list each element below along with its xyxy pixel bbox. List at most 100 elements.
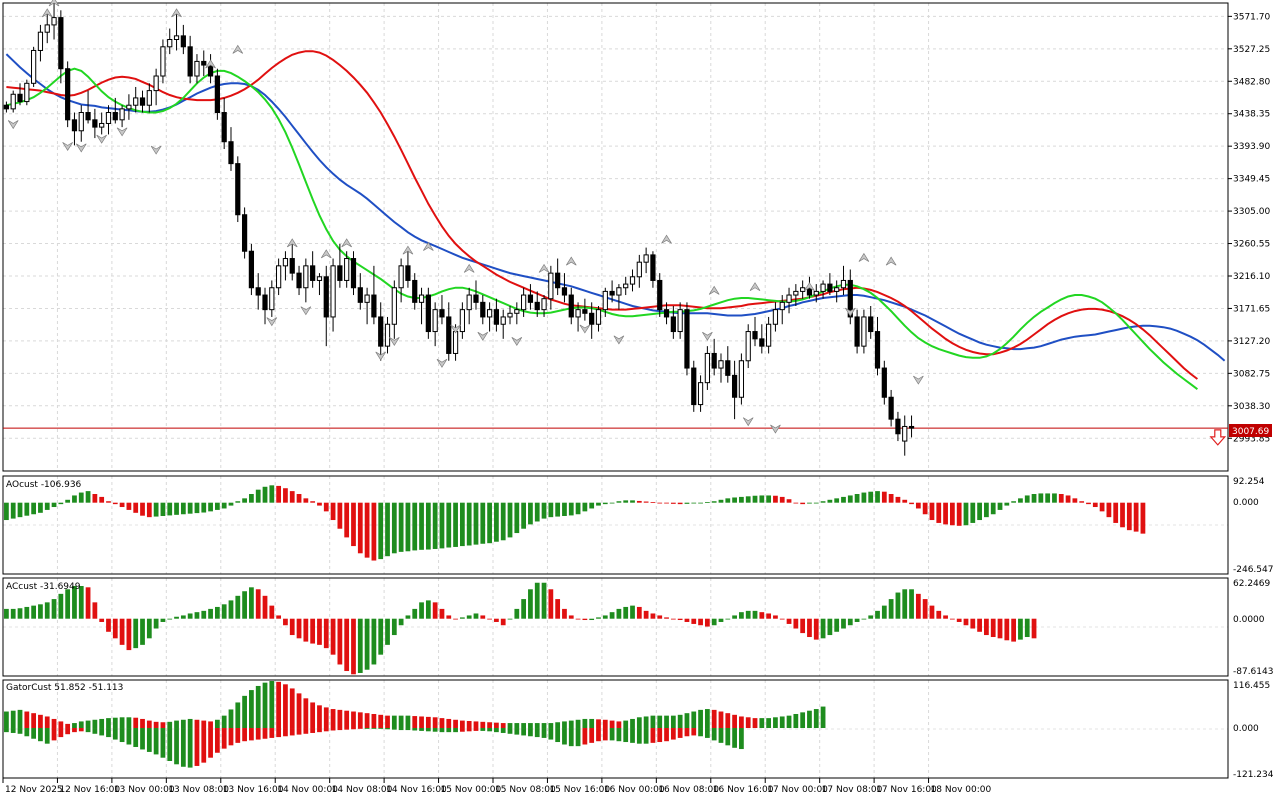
histogram-bar (289, 491, 295, 503)
gator-lower-bar (65, 728, 71, 735)
gator-upper-bar (459, 720, 465, 729)
gator-upper-bar (582, 718, 588, 729)
ac-panel[interactable] (4, 582, 1037, 675)
candle (595, 305, 602, 332)
x-tick-label: 16 Nov 00:00 (604, 785, 665, 795)
histogram-bar (221, 604, 227, 619)
histogram-bar (126, 502, 132, 510)
histogram-bar (174, 502, 179, 515)
candle (629, 269, 636, 292)
histogram-bar (242, 498, 247, 503)
gator-upper-bar (201, 720, 207, 729)
candle (398, 258, 404, 303)
candle (296, 265, 302, 296)
fractal-up-mark (885, 256, 897, 266)
histogram-bar (1011, 501, 1017, 503)
candle (439, 295, 445, 325)
histogram-bar (739, 612, 744, 619)
histogram-bar (296, 618, 302, 639)
candle (330, 258, 336, 332)
fractal-up-mark (402, 245, 414, 255)
candle (575, 302, 581, 332)
y-tick-label: 3260.55 (1233, 240, 1270, 250)
histogram-bar (650, 502, 656, 503)
ma-green-line (6, 67, 1198, 390)
gator-upper-bar (664, 715, 669, 729)
gator-lower-bar (480, 728, 486, 731)
histogram-bar (943, 615, 948, 619)
candle (534, 291, 540, 317)
histogram-bar (1126, 502, 1132, 531)
gator-lower-bar (473, 728, 479, 731)
histogram-bar (861, 492, 867, 503)
histogram-bar (922, 502, 928, 515)
candle (303, 258, 309, 303)
histogram-bar (405, 615, 411, 619)
gator-upper-bar (732, 714, 737, 729)
histogram-bar (902, 589, 908, 619)
histogram-bar (582, 618, 588, 621)
histogram-bar (51, 599, 57, 619)
gator-lower-bar (494, 728, 499, 733)
gator-lower-bar (208, 728, 213, 758)
histogram-bar (303, 618, 309, 642)
gator-lower-bar (10, 728, 16, 733)
gator-lower-bar (72, 728, 77, 733)
gator-upper-bar (133, 717, 139, 729)
candle (697, 375, 704, 412)
gator-lower-bar (92, 728, 98, 734)
histogram-bar (214, 502, 220, 510)
histogram-bar (38, 502, 43, 513)
histogram-bar (453, 618, 458, 620)
histogram-bar (1018, 498, 1023, 503)
candle (221, 97, 227, 150)
histogram-bar (915, 593, 921, 619)
histogram-bar (494, 618, 499, 622)
candle (493, 298, 500, 332)
histogram-bar (425, 502, 431, 550)
price-panel[interactable] (3, 0, 1228, 456)
gator-upper-bar (575, 719, 581, 729)
candle (3, 101, 10, 113)
histogram-bar (249, 587, 254, 619)
histogram-bar (875, 491, 880, 503)
candle (555, 258, 561, 296)
gator-lower-bar (521, 728, 527, 736)
gator-upper-bar (255, 685, 261, 729)
gator-lower-bar (160, 728, 166, 758)
histogram-bar (589, 618, 595, 621)
fractal-down-mark (702, 331, 713, 341)
gator-upper-bar (180, 719, 186, 729)
gator-upper-bar (228, 709, 234, 729)
histogram-bar (351, 618, 356, 675)
histogram-bar (58, 593, 64, 619)
fractal-up-mark (749, 282, 761, 292)
histogram-bar (1045, 493, 1051, 503)
candle (119, 105, 125, 128)
gator-lower-bar (269, 728, 275, 738)
gator-upper-bar (807, 710, 812, 729)
histogram-bar (65, 589, 71, 619)
histogram-bar (17, 502, 23, 518)
gator-panel[interactable] (4, 681, 826, 768)
histogram-bar (609, 502, 615, 504)
histogram-bar (214, 606, 220, 619)
histogram-bar (371, 618, 377, 665)
histogram-bar (303, 498, 309, 503)
histogram-bar (92, 494, 98, 503)
y-tick-label: 3305.00 (1233, 207, 1270, 217)
gator-upper-bar (4, 711, 9, 729)
panel-frame (2, 679, 1229, 779)
candle (657, 273, 663, 317)
histogram-bar (58, 502, 64, 505)
gator-lower-bar (317, 728, 322, 733)
ao-panel[interactable] (4, 485, 1146, 561)
candle (568, 287, 574, 325)
candle (616, 284, 622, 310)
gator-upper-bar (385, 715, 390, 729)
gator-lower-bar (51, 728, 57, 741)
histogram-bar (977, 618, 982, 632)
histogram-bar (704, 618, 710, 627)
gator-upper-bar (589, 718, 595, 729)
